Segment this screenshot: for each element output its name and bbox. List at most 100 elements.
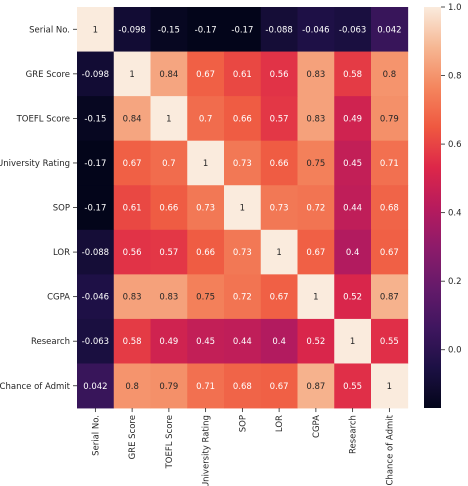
cell-value-label: 0.55: [343, 382, 362, 392]
cell-value-label: 0.73: [270, 204, 289, 214]
heatmap-cell: [297, 318, 335, 364]
heatmap-cell: [334, 185, 372, 231]
cell-value-label: 0.66: [196, 248, 215, 258]
heatmap-cell: [260, 51, 298, 97]
column-label-university-rating: University Rating: [202, 415, 212, 486]
cell-value-label: 0.67: [270, 382, 289, 392]
heatmap-cell: [77, 7, 115, 52]
heatmap-cell: [113, 185, 151, 231]
heatmap-cell: [371, 318, 409, 364]
row-label-toefl-score: TOEFL Score: [16, 114, 70, 124]
heatmap-cell: [113, 318, 151, 364]
cell-value-label: 0.68: [380, 204, 399, 214]
heatmap-cell: [334, 274, 372, 320]
cell-value-label: 0.67: [196, 70, 215, 80]
cell-value-label: 0.58: [343, 70, 362, 80]
cell-value-label: -0.063: [82, 337, 109, 347]
heatmap-cell: [113, 363, 151, 409]
heatmap-cell: [150, 7, 188, 52]
heatmap-cell: [224, 363, 262, 409]
heatmap-cell: [260, 140, 298, 186]
heatmap-cell: [150, 318, 188, 364]
cell-value-label: 1: [166, 114, 171, 124]
heatmap-cell: [77, 318, 115, 364]
cell-value-label: 0.71: [380, 159, 399, 169]
heatmap-cell: [187, 7, 225, 52]
cell-value-label: 0.67: [270, 293, 289, 303]
cell-value-label: 0.87: [306, 382, 325, 392]
cell-value-label: 0.66: [270, 159, 289, 169]
heatmap-cell: [150, 363, 188, 409]
heatmap-cell: [113, 96, 151, 142]
row-label-chance-of-admit: Chance of Admit: [0, 382, 71, 392]
colorbar-gradient: [424, 7, 441, 408]
column-label-serial-no: Serial No.: [91, 415, 101, 456]
heatmap-cell: [224, 229, 262, 275]
column-label-research: Research: [349, 415, 359, 454]
column-label-gre-score: GRE Score: [128, 415, 138, 459]
heatmap-cell: [260, 363, 298, 409]
cell-value-label: 0.83: [306, 114, 325, 124]
heatmap-cell: [334, 318, 372, 364]
cell-value-label: -0.046: [82, 293, 109, 303]
cell-value-label: 0.75: [306, 159, 325, 169]
heatmap-cell: [297, 363, 335, 409]
colorbar-tick-label: 0.8: [448, 72, 462, 82]
heatmap-cell: [187, 51, 225, 97]
heatmap-cell: [224, 51, 262, 97]
cell-value-label: 1: [129, 70, 134, 80]
heatmap-cell: [187, 229, 225, 275]
heatmap-cell: [371, 96, 409, 142]
column-label-chance-of-admit: Chance of Admit: [385, 414, 395, 485]
cell-value-label: 0.8: [125, 382, 139, 392]
heatmap-cell: [260, 229, 298, 275]
row-label-lor: LOR: [53, 248, 70, 258]
cell-value-label: 0.042: [377, 25, 401, 35]
heatmap-cell: [187, 274, 225, 320]
cell-value-label: 1: [387, 382, 392, 392]
cell-value-label: 0.44: [233, 337, 252, 347]
cell-value-label: 1: [203, 159, 208, 169]
heatmap-cell: [113, 51, 151, 97]
heatmap-cell: [297, 140, 335, 186]
cell-value-label: 1: [276, 248, 281, 258]
cell-value-label: 0.8: [383, 70, 397, 80]
cell-value-label: 0.83: [159, 293, 178, 303]
heatmap-cell: [113, 229, 151, 275]
cell-value-label: 0.83: [306, 70, 325, 80]
heatmap-cell: [187, 318, 225, 364]
cell-value-label: 0.67: [123, 159, 142, 169]
heatmap-cell: [260, 96, 298, 142]
cell-value-label: 0.55: [380, 337, 399, 347]
heatmap-cell: [371, 185, 409, 231]
cell-value-label: -0.15: [158, 25, 180, 35]
heatmap-cell: [113, 140, 151, 186]
row-label-serial-no: Serial No.: [29, 25, 70, 35]
heatmap-cells: 1 -0.098 -0.15 -0.17 -0.17 -0.088 -0.046 -0.063…: [77, 7, 409, 409]
cell-value-label: 0.042: [83, 382, 107, 392]
heatmap-cell: [77, 140, 115, 186]
cell-value-label: -0.17: [231, 25, 253, 35]
cell-value-label: -0.17: [84, 204, 106, 214]
row-label-cgpa: CGPA: [47, 293, 70, 303]
cell-value-label: 0.7: [162, 159, 176, 169]
cell-value-label: 0.4: [272, 337, 286, 347]
cell-value-label: -0.046: [302, 25, 329, 35]
cell-value-label: 0.73: [233, 248, 252, 258]
cell-value-label: 0.72: [233, 293, 252, 303]
heatmap-cell: [334, 363, 372, 409]
heatmap-cell: [260, 274, 298, 320]
heatmap-cell: [260, 7, 298, 52]
cell-value-label: 0.71: [196, 382, 215, 392]
cell-value-label: -0.15: [84, 114, 106, 124]
cell-value-label: 0.4: [346, 248, 360, 258]
heatmap-cell: [113, 7, 151, 52]
heatmap-cell: [77, 185, 115, 231]
row-label-gre-score: GRE Score: [26, 70, 70, 80]
heatmap-cell: [297, 7, 335, 52]
heatmap-cell: [77, 229, 115, 275]
heatmap-cell: [371, 363, 409, 409]
cell-value-label: 0.83: [123, 293, 142, 303]
heatmap-cell: [334, 140, 372, 186]
heatmap-cell: [224, 140, 262, 186]
